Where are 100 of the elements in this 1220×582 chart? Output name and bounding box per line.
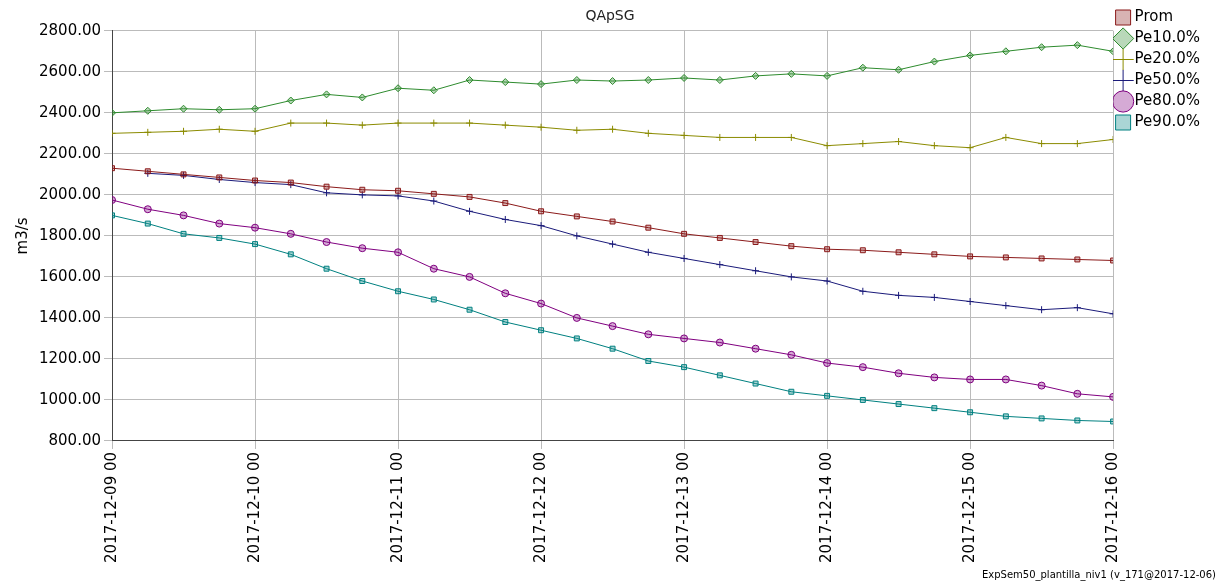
point [608,322,617,331]
point [359,186,366,193]
point [1073,389,1082,398]
point [858,139,867,148]
point [715,260,724,269]
point [394,119,403,128]
point [322,119,331,128]
point [894,65,903,74]
point [394,84,403,93]
x-tick-label: 2017-12-16 00 [1103,451,1121,563]
point [501,121,510,130]
point [966,375,975,384]
text: ExpSem50_plantilla_niv1 (v_171@2017-12-06) [981,568,1217,581]
point [644,248,653,257]
point [358,93,367,102]
point [1037,381,1046,390]
point [395,187,402,194]
point [286,96,295,105]
point [859,247,866,254]
x-tick-label: 2017-12-10 00 [244,451,263,563]
point [286,229,295,238]
y-tick-label: 1800.00 [39,225,102,244]
y-tick-label: 2200.00 [39,143,102,162]
point [681,364,688,371]
point [931,251,938,258]
point [429,264,438,273]
point [573,213,580,220]
point [858,287,867,296]
point [715,76,724,85]
point [251,223,260,232]
point [429,119,438,128]
y-axis-title: m3/s [12,217,31,255]
point [537,299,546,308]
point [824,246,831,253]
point [572,76,581,85]
point [465,207,474,216]
x-tick-label: 2017-12-15 00 [959,451,978,563]
point [787,272,796,281]
point [858,363,867,372]
y-tick-label: 2000.00 [39,184,102,203]
x-tick-label: 2017-12-09 00 [101,451,120,563]
chart-title: QApSG [585,7,635,24]
point [466,306,473,313]
point [322,188,331,197]
point [1037,139,1046,148]
point [358,121,367,130]
point [823,359,832,368]
point [787,350,796,359]
point [1073,139,1082,148]
legend-label: Pe20.0% [1134,49,1200,68]
y-tick-label: 2400.00 [39,102,102,121]
point [645,224,652,231]
point [323,265,330,272]
point [787,133,796,142]
point [1001,375,1010,384]
point [1001,133,1010,142]
point [572,231,581,240]
point [179,211,188,220]
point [179,104,188,113]
point [608,240,617,249]
legend-label: Pe80.0% [1134,91,1200,110]
point [930,57,939,66]
y-tick-label: 1400.00 [39,307,102,326]
point [251,127,260,136]
point [930,373,939,382]
point [287,251,294,258]
x-tick-label: 2017-12-13 00 [673,451,692,563]
point [501,215,510,224]
y-tick-label: 2600.00 [39,61,102,80]
point [573,335,580,342]
point [895,249,902,256]
point [823,277,832,286]
point [465,272,474,281]
point [430,190,437,197]
point [1001,47,1010,56]
point [322,238,331,247]
point [143,106,152,115]
point [966,51,975,60]
point [894,369,903,378]
point [609,218,616,225]
point [395,288,402,295]
point [716,234,723,241]
point [1002,413,1009,420]
y-tick-label: 1200.00 [39,348,102,367]
x-tick-label: 2017-12-11 00 [387,451,406,563]
point [322,90,331,99]
point [894,137,903,146]
point [501,78,510,87]
point [608,77,617,86]
point [143,128,152,137]
point [215,219,224,228]
legend-label: Pe50.0% [1134,70,1200,89]
point [859,396,866,403]
point [930,293,939,302]
point [858,63,867,72]
point [143,205,152,214]
point [502,200,509,207]
point [537,221,546,230]
point [1073,41,1082,50]
point [538,208,545,215]
